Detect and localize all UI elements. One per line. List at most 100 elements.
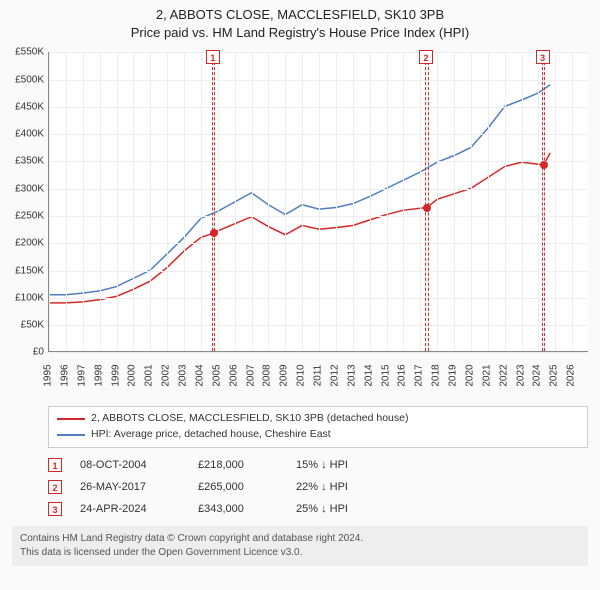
footer: Contains HM Land Registry data © Crown c… [12,526,588,566]
legend-swatch-property [57,418,85,420]
legend-item-property: 2, ABBOTS CLOSE, MACCLESFIELD, SK10 3PB … [57,411,579,427]
gridline-v [319,52,320,351]
legend-item-hpi: HPI: Average price, detached house, Ches… [57,427,579,443]
x-axis-label: 2026 [566,361,577,391]
event-date: 26-MAY-2017 [80,481,180,493]
series-hpi [49,85,550,295]
gridline-v [302,52,303,351]
x-axis-label: 2007 [245,361,256,391]
event-marker-box: 1 [206,50,220,64]
x-axis-label: 2021 [481,361,492,391]
gridline-v [184,52,185,351]
x-axis-label: 2003 [178,361,189,391]
y-axis-label: £500K [4,74,44,85]
event-row: 226-MAY-2017£265,00022% ↓ HPI [48,476,588,498]
title-line-2: Price paid vs. HM Land Registry's House … [0,24,600,42]
gridline-v [420,52,421,351]
legend-label-property: 2, ABBOTS CLOSE, MACCLESFIELD, SK10 3PB … [91,411,408,427]
gridline-v [538,52,539,351]
title-block: 2, ABBOTS CLOSE, MACCLESFIELD, SK10 3PB … [0,0,600,44]
y-axis-label: £200K [4,238,44,249]
x-axis-label: 2002 [161,361,172,391]
x-axis-label: 2020 [464,361,475,391]
gridline-v [505,52,506,351]
gridline-v [522,52,523,351]
gridline-v [454,52,455,351]
x-axis-label: 2014 [363,361,374,391]
event-delta: 15% ↓ HPI [296,459,396,471]
event-row: 108-OCT-2004£218,00015% ↓ HPI [48,454,588,476]
gridline-v [167,52,168,351]
event-row: 324-APR-2024£343,00025% ↓ HPI [48,498,588,520]
event-price: £343,000 [198,503,278,515]
gridline-v [403,52,404,351]
gridline-v [336,52,337,351]
legend-swatch-hpi [57,434,85,436]
y-axis-label: £0 [4,347,44,358]
legend: 2, ABBOTS CLOSE, MACCLESFIELD, SK10 3PB … [48,406,588,448]
y-axis-label: £100K [4,292,44,303]
x-axis-label: 2022 [498,361,509,391]
gridline-v [83,52,84,351]
y-axis-label: £300K [4,183,44,194]
gridline-v [218,52,219,351]
footer-line-2: This data is licensed under the Open Gov… [20,546,580,560]
gridline-v [117,52,118,351]
x-axis-label: 2019 [448,361,459,391]
y-axis-label: £400K [4,129,44,140]
gridline-v [437,52,438,351]
x-axis-label: 1997 [76,361,87,391]
chart-area: £0 £50K £100K £150K £200K £250K £300K £350K £400… [0,44,600,404]
event-price: £265,000 [198,481,278,493]
gridline-v [353,52,354,351]
gridline-v [268,52,269,351]
y-axis-label: £350K [4,156,44,167]
x-axis-label: 2010 [296,361,307,391]
event-delta: 25% ↓ HPI [296,503,396,515]
event-dot [423,204,431,212]
y-axis-label: £250K [4,211,44,222]
title-line-1: 2, ABBOTS CLOSE, MACCLESFIELD, SK10 3PB [0,6,600,24]
x-axis-label: 2005 [211,361,222,391]
x-axis-label: 1995 [43,361,54,391]
x-axis-label: 2016 [397,361,408,391]
gridline-v [572,52,573,351]
y-axis-label: £50K [4,320,44,331]
event-date: 24-APR-2024 [80,503,180,515]
gridline-v [133,52,134,351]
gridline-v [488,52,489,351]
x-axis-label: 2006 [228,361,239,391]
x-axis-label: 1996 [59,361,70,391]
y-axis-label: £150K [4,265,44,276]
gridline-v [471,52,472,351]
plot-region [48,52,588,352]
gridline-h [49,352,588,353]
gridline-v [49,52,50,351]
gridline-v [100,52,101,351]
gridline-v [387,52,388,351]
gridline-v [66,52,67,351]
events-table: 108-OCT-2004£218,00015% ↓ HPI226-MAY-201… [48,454,588,520]
event-band [542,52,545,351]
event-band [425,52,428,351]
x-axis-label: 2015 [380,361,391,391]
gridline-v [235,52,236,351]
gridline-v [252,52,253,351]
x-axis-label: 1999 [110,361,121,391]
x-axis-label: 2009 [279,361,290,391]
gridline-v [370,52,371,351]
gridline-v [201,52,202,351]
series-property [49,153,550,303]
x-axis-label: 1998 [93,361,104,391]
event-price: £218,000 [198,459,278,471]
x-axis-label: 2017 [414,361,425,391]
event-dot [210,229,218,237]
x-axis-label: 2004 [194,361,205,391]
x-axis-label: 2008 [262,361,273,391]
event-band [212,52,215,351]
x-axis-label: 2023 [515,361,526,391]
x-axis-label: 2025 [549,361,560,391]
gridline-v [285,52,286,351]
event-id-box: 2 [48,480,62,494]
event-id-box: 1 [48,458,62,472]
